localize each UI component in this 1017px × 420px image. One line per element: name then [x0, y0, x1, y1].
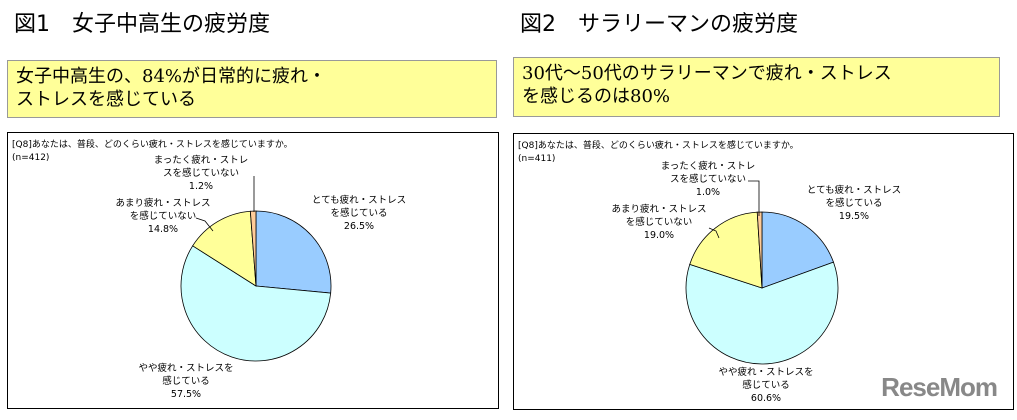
chart-subtitle: (n=411): [518, 154, 555, 164]
figure-2-title: 図2 サラリーマンの疲労度: [520, 12, 798, 37]
slice-label: 感じている: [162, 375, 210, 387]
leader-line: [708, 227, 720, 239]
slice-label: まったく疲れ・ストレ: [154, 154, 249, 166]
pie-chart-1: [Q8]あなたは、普段、どのくらい疲れ・ストレスを感じていますか。 (n=412)…: [7, 132, 499, 409]
pie-chart-1-svg: [Q8]あなたは、普段、どのくらい疲れ・ストレスを感じていますか。 (n=412)…: [12, 138, 406, 400]
data-label: 1.2%: [189, 181, 213, 192]
data-label: 60.6%: [751, 393, 781, 404]
summary-line: ストレスを感じている: [16, 89, 196, 110]
slice-label: スを感じていない: [163, 167, 239, 179]
slice-label: 感じている: [742, 379, 790, 391]
pie-slice: [689, 211, 763, 289]
resemom-logo: ReseMom: [881, 372, 998, 402]
slice-label: あまり疲れ・ストレス: [115, 197, 210, 209]
pie-slice: [761, 211, 834, 289]
figure-2-summary: 30代～50代のサラリーマンで疲れ・ストレス を感じるのは80%: [513, 57, 1000, 117]
pie-slice: [685, 261, 839, 365]
chart-title: [Q8]あなたは、普段、どのくらい疲れ・ストレスを感じていますか。: [518, 139, 799, 151]
data-label: 14.8%: [148, 224, 178, 235]
pie-slice: [192, 210, 257, 287]
pie-slice: [255, 210, 332, 294]
pie-slice: [756, 211, 763, 289]
slice-label: とても疲れ・ストレス: [312, 194, 406, 206]
summary-line: を感じるのは80%: [522, 86, 671, 107]
pie-chart-2-svg: [Q8]あなたは、普段、どのくらい疲れ・ストレスを感じていますか。 (n=411)…: [518, 139, 901, 404]
pie-slice: [249, 210, 257, 287]
slice-label: とても疲れ・ストレス: [807, 184, 901, 196]
slice-label: を感じていない: [626, 216, 693, 228]
slice-label: スを感じていない: [670, 173, 746, 185]
slice-label: やや疲れ・ストレスを: [138, 362, 233, 374]
data-label: 19.5%: [839, 211, 869, 222]
summary-line: 女子中高生の、84%が日常的に疲れ・: [16, 66, 327, 87]
slice-label: を感じている: [825, 197, 882, 209]
data-label: 1.0%: [696, 187, 720, 198]
slice-label: まったく疲れ・ストレ: [661, 160, 756, 172]
slice-label: を感じていない: [130, 210, 197, 222]
chart-subtitle: (n=412): [12, 153, 49, 163]
leader-line: [748, 180, 760, 216]
data-label: 19.0%: [644, 230, 674, 241]
figure-1-summary: 女子中高生の、84%が日常的に疲れ・ ストレスを感じている: [7, 60, 497, 118]
summary-line: 30代～50代のサラリーマンで疲れ・ストレス: [522, 63, 892, 84]
pie-slice: [180, 245, 332, 362]
data-label: 26.5%: [344, 221, 374, 232]
figure-1-title: 図1 女子中高生の疲労度: [14, 12, 270, 37]
slice-label: やや疲れ・ストレスを: [718, 366, 813, 378]
slice-label: を感じている: [330, 207, 387, 219]
slice-label: あまり疲れ・ストレス: [611, 203, 706, 215]
leader-line: [195, 217, 214, 232]
chart-title: [Q8]あなたは、普段、どのくらい疲れ・ストレスを感じていますか。: [12, 138, 293, 150]
data-label: 57.5%: [171, 389, 201, 400]
pie-chart-2: [Q8]あなたは、普段、どのくらい疲れ・ストレスを感じていますか。 (n=411)…: [513, 133, 1014, 410]
